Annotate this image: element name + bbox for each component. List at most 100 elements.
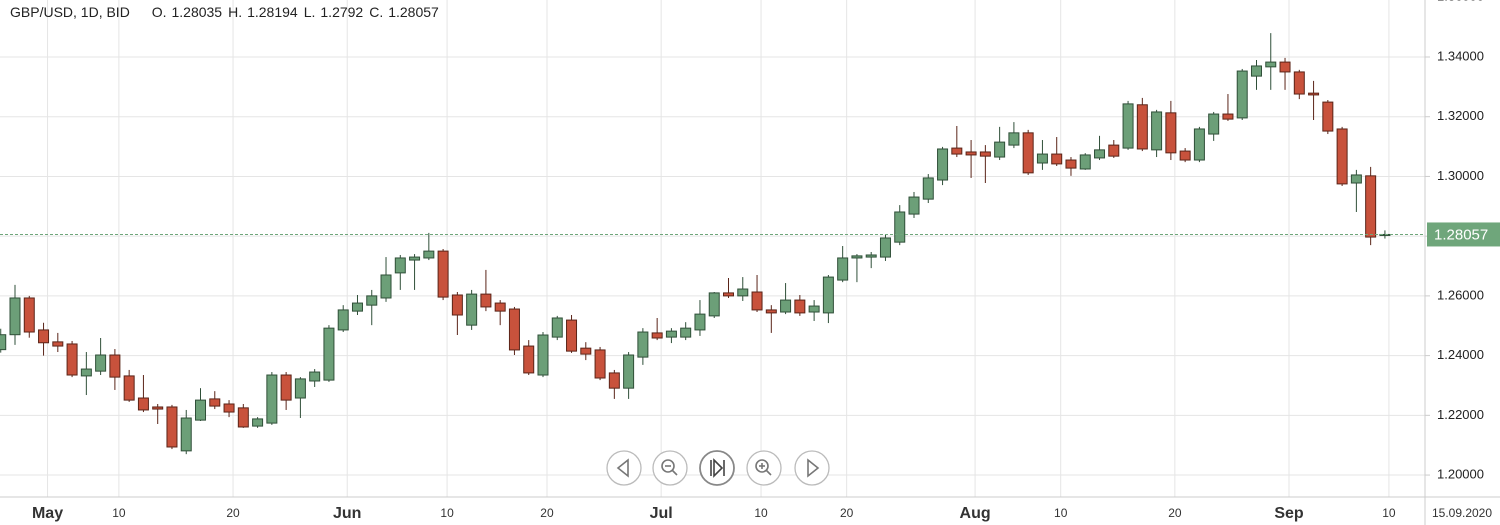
x-tick-label: 20 (840, 506, 854, 520)
ohlc-label: L. (304, 4, 316, 20)
candle-body (537, 334, 549, 376)
candle-body (1336, 128, 1348, 185)
zoom-in-button[interactable] (746, 450, 782, 486)
candle-body (437, 250, 449, 298)
candle-body (95, 354, 107, 372)
candle-body (1308, 92, 1320, 96)
candle-body (351, 302, 363, 312)
reset-button[interactable] (699, 450, 735, 486)
candle-body (951, 147, 963, 155)
candle-body (66, 343, 78, 376)
x-tick-label: 10 (754, 506, 768, 520)
candle-body (466, 293, 478, 326)
candle-body (1165, 112, 1177, 154)
candle-body (1379, 233, 1391, 236)
ohlc-value: 1.28057 (388, 4, 439, 20)
candle-body (409, 256, 421, 261)
candle-body (1265, 61, 1277, 68)
last-price-marker (1427, 222, 1500, 247)
candle-body (979, 151, 991, 157)
candle-body (52, 341, 64, 347)
candle-body (908, 196, 920, 215)
candle-body (937, 148, 949, 181)
candle-body (1250, 65, 1262, 77)
candle-body (9, 297, 21, 336)
candle-body (808, 305, 820, 313)
candle-body (837, 257, 849, 281)
y-tick-label: 1.20000 (1437, 466, 1484, 481)
candle-body (280, 374, 292, 401)
candle-body (480, 293, 492, 308)
candle-body (708, 292, 720, 317)
header: GBP/USD, 1D, BID O. 1.28035 H. 1.28194 L. 1.2… (10, 4, 439, 20)
ohlc-value: 1.2792 (320, 4, 363, 20)
x-tick-label: 20 (540, 506, 554, 520)
candle-body (309, 371, 321, 382)
x-tick-label: 20 (1168, 506, 1182, 520)
candle-body (323, 327, 335, 381)
candle-body (1022, 132, 1034, 174)
y-tick-label: 1.32000 (1437, 108, 1484, 123)
candle-body (651, 332, 663, 339)
candle-body (1051, 153, 1063, 165)
y-tick-label: 1.22000 (1437, 407, 1484, 422)
ohlc-value: 1.28194 (247, 4, 298, 20)
candle-body (1151, 111, 1163, 151)
x-tick-label: 20 (226, 506, 240, 520)
candle-body (1365, 175, 1377, 238)
scroll-right-button[interactable] (794, 450, 830, 486)
candle-body (994, 141, 1006, 158)
candle-body (38, 329, 50, 344)
candle-body (1108, 144, 1120, 157)
candle-body (965, 151, 977, 156)
candle-body (523, 345, 535, 374)
end-date-label: 15.09.2020 (1432, 506, 1492, 520)
candle-body (80, 368, 92, 377)
candle-body (922, 177, 934, 200)
grid (0, 0, 1425, 497)
ohlc-label: H. (228, 4, 242, 20)
candle-body (723, 292, 734, 297)
candle-body (366, 295, 378, 306)
y-tick-label: 1.30000 (1437, 168, 1484, 183)
x-tick-label: Jul (650, 505, 673, 522)
x-tick-label: 10 (1382, 506, 1396, 520)
candle-body (680, 327, 692, 338)
candle-body (0, 334, 7, 351)
candle-body (209, 398, 221, 407)
candles (0, 33, 1391, 455)
candle-body (109, 354, 121, 378)
zoom-out-button[interactable] (652, 450, 688, 486)
candle-body (1236, 70, 1248, 119)
candle-body (294, 378, 306, 399)
candle-body (252, 418, 264, 427)
candle-body (1094, 149, 1106, 159)
candle-body (822, 276, 834, 314)
candle-body (637, 331, 649, 358)
candle-body (1122, 103, 1134, 149)
ohlc-label: O. (152, 4, 167, 20)
candle-body (1079, 154, 1091, 170)
ohlc-value: 1.28035 (171, 4, 222, 20)
candle-body (394, 257, 406, 274)
nav-controls (606, 450, 830, 486)
candle-body (1350, 174, 1362, 184)
candle-body (508, 308, 520, 351)
candle-body (879, 237, 891, 258)
candle-body (737, 288, 749, 297)
candle-body (1322, 101, 1334, 132)
scroll-left-button[interactable] (606, 450, 642, 486)
candle-body (794, 299, 806, 314)
candle-body (337, 309, 349, 331)
candle-body (765, 309, 777, 314)
candle-body (423, 250, 435, 259)
candle-body (1065, 159, 1077, 169)
candle-body (223, 403, 235, 413)
candle-body (180, 417, 192, 452)
candle-body (494, 302, 506, 312)
candle-body (266, 374, 278, 424)
x-tick-label: Jun (333, 505, 361, 522)
candle-body (1179, 150, 1191, 161)
x-tick-label: Sep (1274, 505, 1304, 522)
